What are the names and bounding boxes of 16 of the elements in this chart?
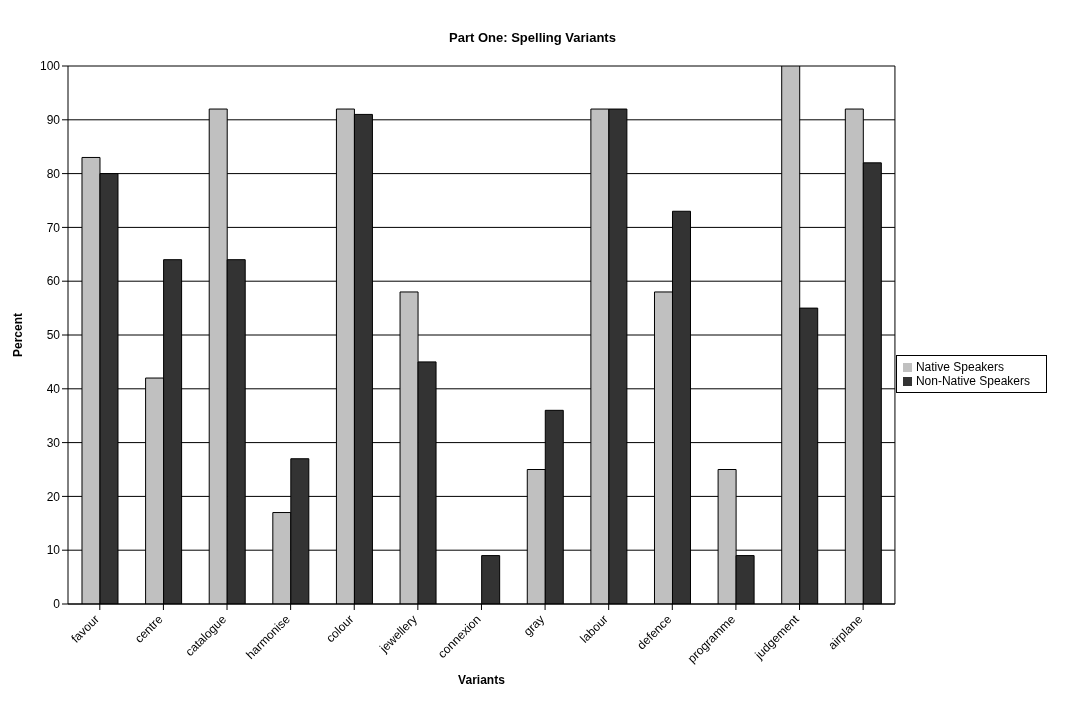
y-tick-label: 50: [46, 328, 61, 343]
y-tick-label: 60: [46, 274, 61, 289]
y-tick-label: 20: [46, 489, 61, 504]
y-tick-label: 90: [46, 113, 61, 128]
y-tick-label: 0: [53, 597, 61, 612]
legend-label: Native Speakers: [915, 360, 1004, 374]
y-tick-label: 80: [46, 166, 61, 181]
y-tick-label: 40: [46, 382, 61, 397]
y-tick-label: 10: [46, 543, 61, 558]
y-tick-label: 30: [46, 435, 61, 450]
legend-label: Non-Native Speakers: [915, 374, 1030, 388]
x-axis-title: Variants: [458, 673, 506, 687]
chart-title: Part One: Spelling Variants: [448, 30, 617, 47]
y-axis-title: Percent: [11, 312, 26, 358]
y-tick-label: 70: [46, 220, 61, 235]
y-tick-label: 100: [39, 59, 61, 74]
